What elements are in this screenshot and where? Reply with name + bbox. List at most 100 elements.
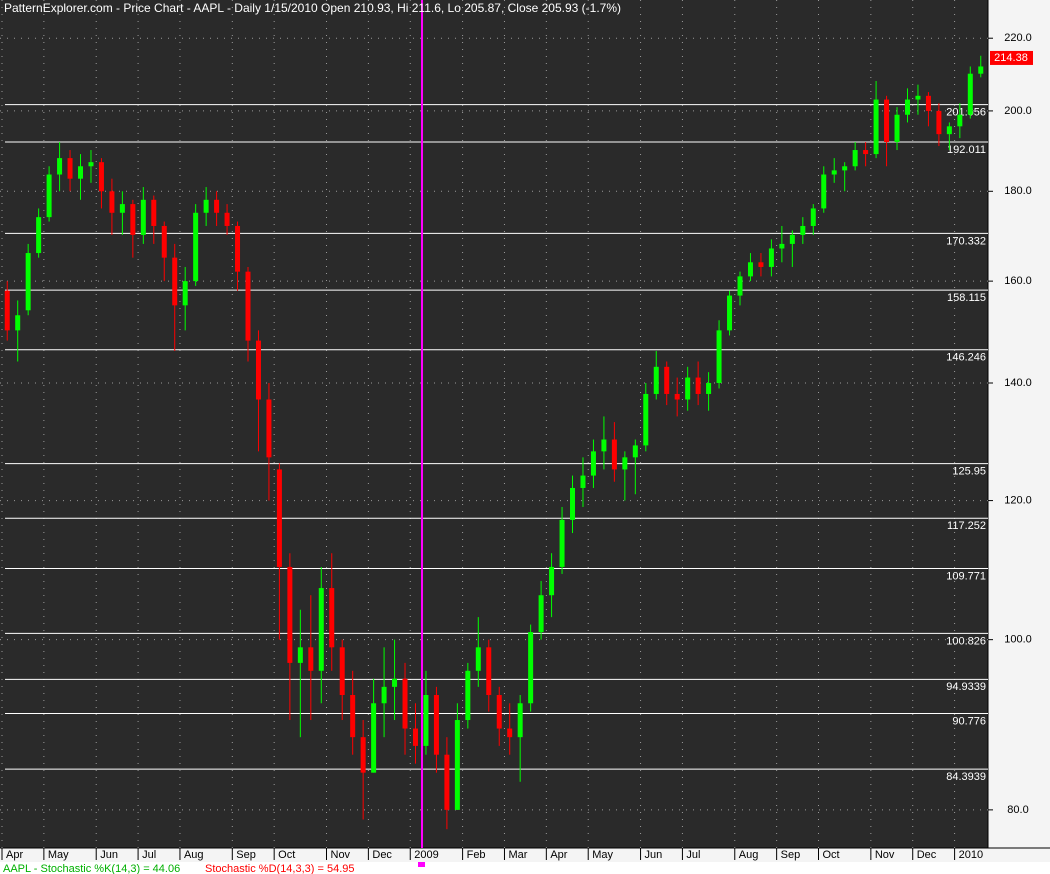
- candle-body: [821, 174, 827, 209]
- x-tick-label: Mar: [508, 849, 527, 861]
- candle-body: [517, 703, 523, 738]
- candle-body: [46, 174, 52, 218]
- level-label: 94.9339: [946, 681, 986, 693]
- candle-body: [392, 678, 398, 687]
- candle-body: [182, 281, 188, 306]
- y-tick-label: 200.0: [1004, 105, 1032, 117]
- x-tick-label: May: [592, 849, 613, 861]
- candle-body: [643, 393, 649, 446]
- candle-body: [308, 647, 314, 671]
- candle-body: [685, 377, 691, 400]
- candle-body: [140, 199, 146, 235]
- indicator-k: AAPL - Stochastic %K(14,3) = 44.06: [3, 863, 180, 874]
- candle-body: [674, 393, 680, 400]
- candle-body: [528, 632, 534, 704]
- chart-title: PatternExplorer.com - Price Chart - AAPL…: [4, 1, 621, 15]
- x-tick-label: Jun: [100, 849, 118, 861]
- candle-body: [214, 199, 220, 213]
- candle-body: [925, 95, 931, 111]
- candle-body: [852, 150, 858, 167]
- candle-body: [25, 253, 31, 311]
- candle-body: [747, 262, 753, 277]
- candle-body: [4, 290, 10, 331]
- x-tick-label: Oct: [823, 849, 840, 861]
- x-tick-label: Jul: [686, 849, 700, 861]
- candle-body: [978, 66, 984, 74]
- candles-layer: [4, 55, 984, 830]
- candle-body: [957, 114, 963, 127]
- candle-body: [695, 377, 701, 394]
- last-price-box: [990, 50, 1033, 65]
- level-label: 100.826: [946, 635, 986, 647]
- x-tick-label: 2009: [414, 849, 438, 861]
- y-tick-label: 180.0: [1004, 185, 1032, 197]
- candle-body: [622, 457, 628, 470]
- candle-body: [486, 647, 492, 696]
- candle-body: [590, 451, 596, 476]
- candle-body: [412, 728, 418, 746]
- candle-body: [36, 217, 42, 254]
- level-label: 170.332: [946, 235, 986, 247]
- candle-body: [904, 99, 910, 115]
- x-tick-label: Apr: [6, 849, 23, 861]
- price-axis-background: [988, 0, 1050, 848]
- x-tick-label: Sep: [236, 849, 256, 861]
- candle-body: [842, 166, 848, 171]
- x-tick-label: 2010: [959, 849, 983, 861]
- candle-body: [549, 566, 555, 596]
- candle-body: [360, 737, 366, 773]
- candle-body: [653, 366, 659, 394]
- y-tick-label: 120.0: [1004, 494, 1032, 506]
- levels-layer: 201.656 192.011 170.332 158.115 146.246 125.9…: [5, 104, 988, 783]
- candle-body: [444, 754, 450, 810]
- candle-body: [706, 382, 712, 394]
- last-price-label: 214.38: [994, 52, 1028, 64]
- candle-body: [193, 212, 199, 282]
- candle-body: [716, 330, 722, 383]
- candle-body: [779, 243, 785, 249]
- candle-body: [88, 162, 94, 167]
- candle-body: [130, 204, 136, 235]
- candle-body: [276, 469, 282, 567]
- candle-body: [151, 199, 157, 226]
- candle-body: [831, 170, 837, 175]
- y-tick-label: 80.0: [1007, 804, 1028, 816]
- x-tick-label: Dec: [372, 849, 392, 861]
- x-tick-label: Nov: [875, 849, 895, 861]
- indicator-d: Stochastic %D(14,3,3) = 54.95: [205, 863, 355, 874]
- candle-body: [287, 566, 293, 663]
- y-tick-label: 220.0: [1004, 32, 1032, 44]
- candle-body: [800, 225, 806, 235]
- candle-body: [235, 225, 241, 272]
- candle-body: [946, 126, 952, 135]
- y-tick-label: 140.0: [1004, 377, 1032, 389]
- candle-body: [496, 695, 502, 729]
- candle-body: [402, 678, 408, 729]
- y-tick-label: 100.0: [1004, 634, 1032, 646]
- candle-body: [381, 686, 387, 704]
- candle-body: [475, 647, 481, 671]
- level-label: 192.011: [947, 144, 986, 156]
- candle-body: [67, 158, 73, 179]
- candle-body: [727, 295, 733, 331]
- candle-body: [224, 212, 230, 226]
- candle-body: [203, 199, 209, 213]
- x-tick-label: Feb: [467, 849, 486, 861]
- level-label: 90.776: [952, 715, 986, 727]
- candle-body: [863, 150, 869, 155]
- candle-body: [329, 588, 335, 648]
- candle-body: [894, 114, 900, 143]
- x-tick-label: Nov: [331, 849, 351, 861]
- cursor-marker: [418, 862, 425, 867]
- candle-body: [580, 475, 586, 488]
- candle-body: [810, 208, 816, 226]
- candle-body: [119, 204, 125, 213]
- candle-body: [172, 257, 178, 306]
- candle-body: [371, 703, 377, 773]
- candle-body: [255, 340, 261, 400]
- candle-body: [967, 73, 973, 115]
- x-tick-label: Jul: [142, 849, 156, 861]
- candle-body: [873, 99, 879, 155]
